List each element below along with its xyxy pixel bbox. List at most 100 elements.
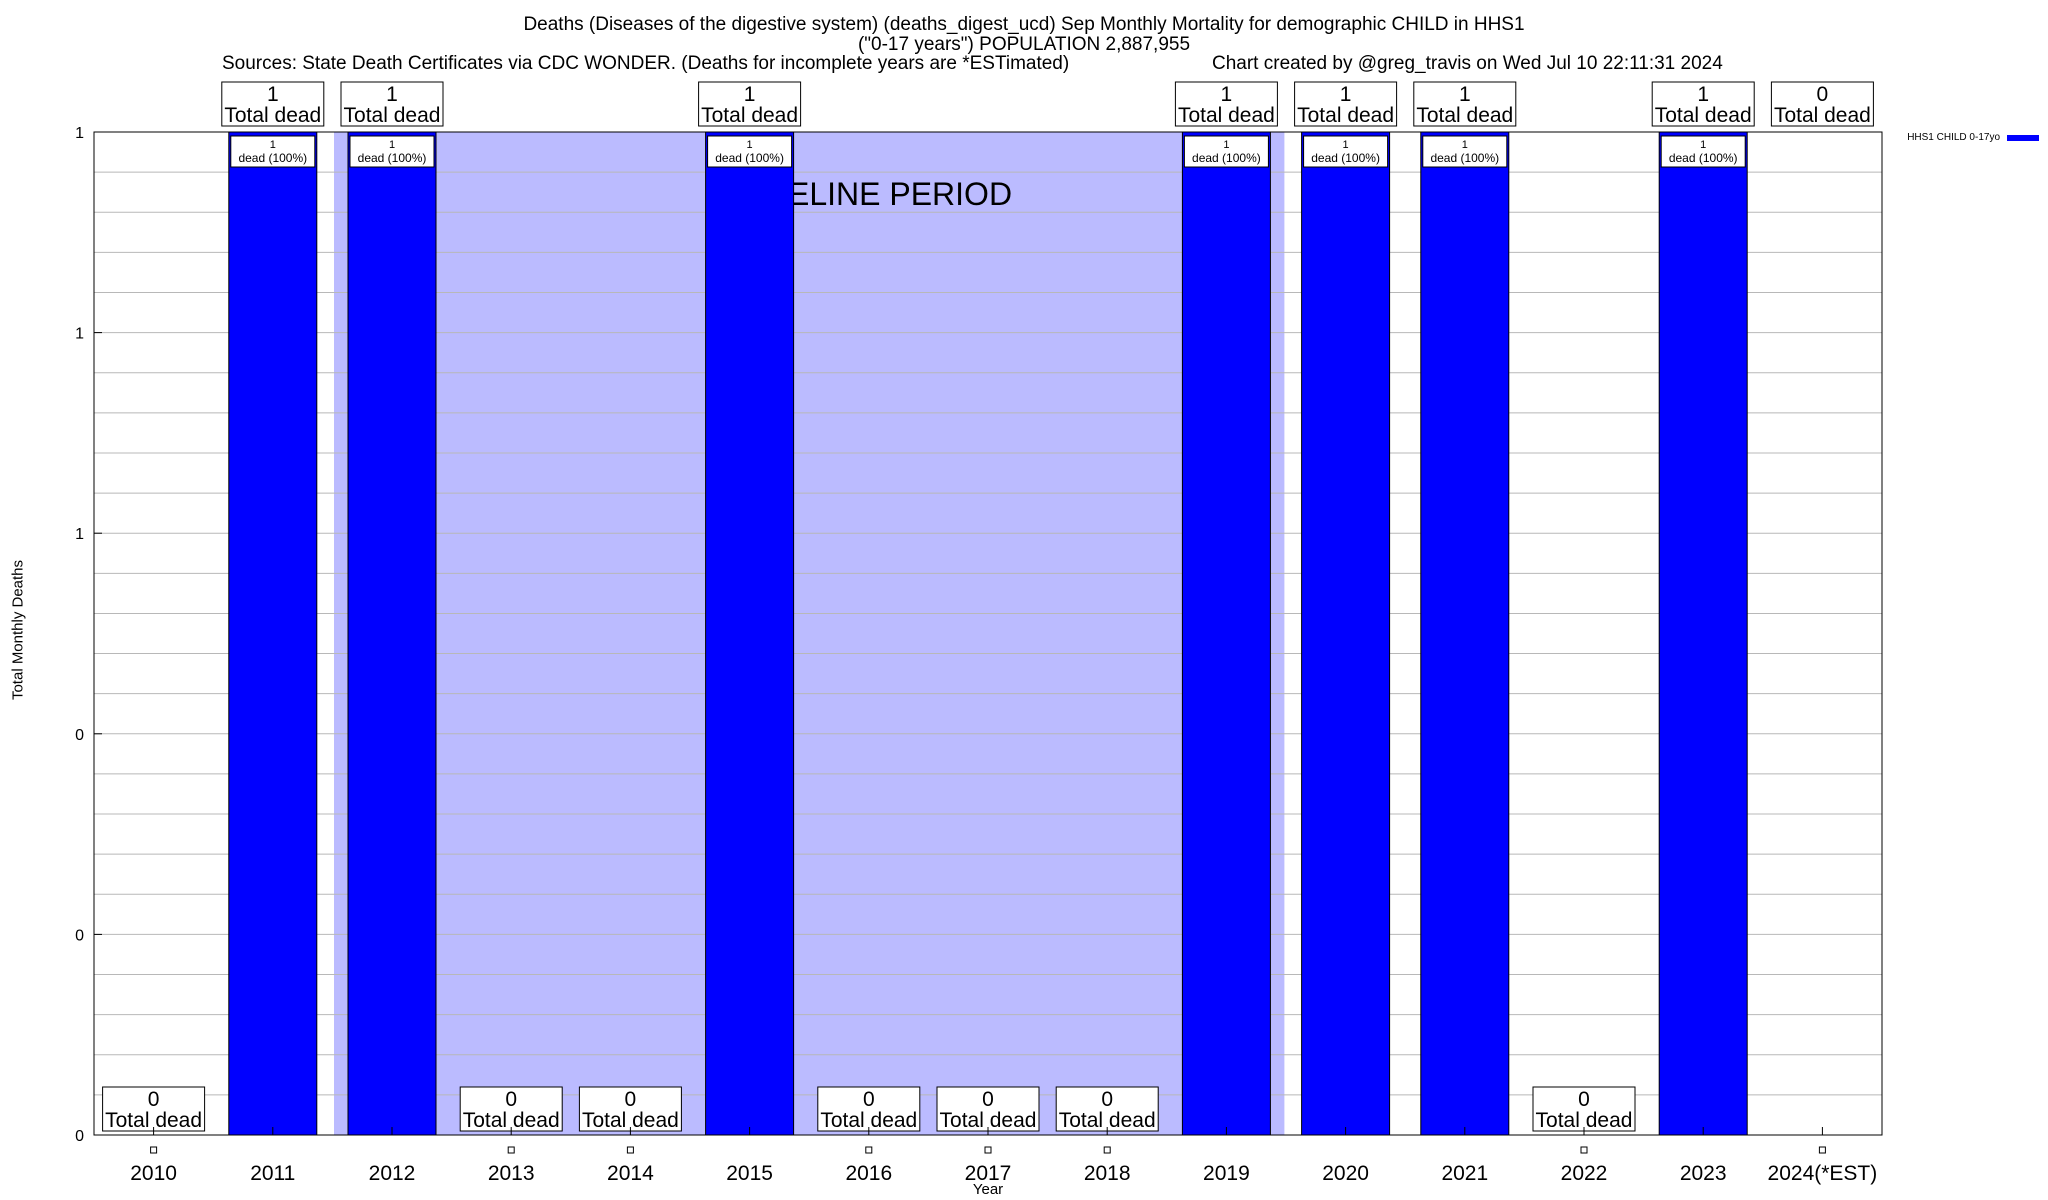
x-tick-label: 2018 [1084, 1162, 1131, 1185]
y-tick-label: 0 [75, 927, 84, 944]
bar [1420, 131, 1510, 1136]
x-tick-label: 2016 [845, 1162, 892, 1185]
x-tick-label: 2017 [965, 1162, 1012, 1185]
bar-inner-label-text: dead (100%) [1311, 151, 1380, 165]
total-label-box [1055, 1086, 1159, 1132]
total-label-value: 1 [1697, 83, 1709, 106]
total-label-text: Total dead [1178, 104, 1275, 127]
bar-inner-label-count: 1 [270, 139, 276, 151]
y-tick-label: 0 [75, 727, 84, 744]
zero-marker [150, 1146, 158, 1154]
total-label-box [1770, 81, 1874, 127]
total-label-value: 1 [386, 83, 398, 106]
total-label-value: 0 [982, 1088, 994, 1111]
bar [705, 131, 795, 1136]
total-label-text: Total dead [1536, 1109, 1633, 1132]
bar [1181, 131, 1271, 1136]
total-label-text: Total dead [940, 1109, 1037, 1132]
x-tick-label: 2024(*EST) [1768, 1162, 1878, 1185]
bar-inner-label-text: dead (100%) [358, 151, 427, 165]
total-label-text: Total dead [820, 1109, 917, 1132]
total-label-text: Total dead [1655, 104, 1752, 127]
y-tick-label: 0 [75, 1128, 84, 1145]
zero-marker [1580, 1146, 1588, 1154]
total-label-value: 1 [1340, 83, 1352, 106]
bar-inner-label-count: 1 [389, 139, 395, 151]
total-label-box [1294, 81, 1398, 127]
total-label-value: 0 [1578, 1088, 1590, 1111]
x-tick-label: 2021 [1441, 1162, 1488, 1185]
zero-marker [1103, 1146, 1111, 1154]
total-label-text: Total dead [224, 104, 321, 127]
bar-inner-label-count: 1 [1343, 139, 1349, 151]
total-label-value: 1 [1221, 83, 1233, 106]
x-tick-label: 2012 [369, 1162, 416, 1185]
bar-inner-label-count: 1 [747, 139, 753, 151]
total-label-text: Total dead [1416, 104, 1513, 127]
bar-inner-label-box [349, 135, 435, 168]
total-label-text: Total dead [463, 1109, 560, 1132]
x-tick-label: 2010 [130, 1162, 177, 1185]
bar-inner-label-box [1303, 135, 1389, 168]
total-label-box [1651, 81, 1755, 127]
bar-inner-label-box [230, 135, 316, 168]
bar-inner-label-box [1183, 135, 1269, 168]
zero-marker [1818, 1146, 1826, 1154]
x-tick-label: 2015 [726, 1162, 773, 1185]
total-label-value: 0 [625, 1088, 637, 1111]
bar-inner-label-text: dead (100%) [1669, 151, 1738, 165]
total-label-box [578, 1086, 682, 1132]
x-tick-label: 2022 [1561, 1162, 1608, 1185]
total-label-text: Total dead [344, 104, 441, 127]
y-tick-label: 1 [75, 526, 84, 543]
bar-inner-label-count: 1 [1700, 139, 1706, 151]
total-label-text: Total dead [1774, 104, 1871, 127]
total-label-box [102, 1086, 206, 1132]
zero-marker [626, 1146, 634, 1154]
legend-swatch [2007, 135, 2039, 141]
total-label-text: Total dead [1297, 104, 1394, 127]
zero-marker [984, 1146, 992, 1154]
baseline-period-shading [334, 132, 1285, 1135]
sources-note: Sources: State Death Certificates via CD… [222, 53, 1070, 74]
chart-title: Deaths (Diseases of the digestive system… [523, 14, 1525, 35]
bar-inner-label-count: 1 [1223, 139, 1229, 151]
bar-inner-label-box [1422, 135, 1508, 168]
y-tick-label: 1 [75, 125, 84, 142]
total-label-value: 1 [1459, 83, 1471, 106]
total-label-box [1413, 81, 1517, 127]
x-axis-label: Year [972, 1181, 1004, 1198]
total-label-box [698, 81, 802, 127]
total-label-box [1174, 81, 1278, 127]
bar-inner-label-count: 1 [1462, 139, 1468, 151]
bar-inner-label-box [707, 135, 793, 168]
legend-label: HHS1 CHILD 0-17yo [1907, 132, 2000, 143]
credit-note: Chart created by @greg_travis on Wed Jul… [1212, 53, 1723, 74]
total-label-box [936, 1086, 1040, 1132]
total-label-value: 1 [744, 83, 756, 106]
total-label-box [340, 81, 444, 127]
x-tick-label: 2011 [250, 1162, 295, 1185]
bar-inner-label-box [1660, 135, 1746, 168]
total-label-box [817, 1086, 921, 1132]
total-label-box [221, 81, 325, 127]
y-tick-label: 1 [75, 326, 84, 343]
total-label-text: Total dead [105, 1109, 202, 1132]
total-label-text: Total dead [701, 104, 798, 127]
zero-marker [865, 1146, 873, 1154]
zero-marker [507, 1146, 515, 1154]
total-label-box [459, 1086, 563, 1132]
total-label-text: Total dead [582, 1109, 679, 1132]
x-tick-label: 2019 [1203, 1162, 1250, 1185]
bar-inner-label-text: dead (100%) [238, 151, 307, 165]
x-tick-label: 2020 [1322, 1162, 1369, 1185]
total-label-value: 0 [148, 1088, 160, 1111]
x-tick-label: 2014 [607, 1162, 654, 1185]
total-label-text: Total dead [1059, 1109, 1156, 1132]
bar [347, 131, 437, 1136]
bar-inner-label-text: dead (100%) [1430, 151, 1499, 165]
bar [228, 131, 318, 1136]
total-label-value: 1 [267, 83, 279, 106]
plot-frame [93, 131, 1883, 1136]
